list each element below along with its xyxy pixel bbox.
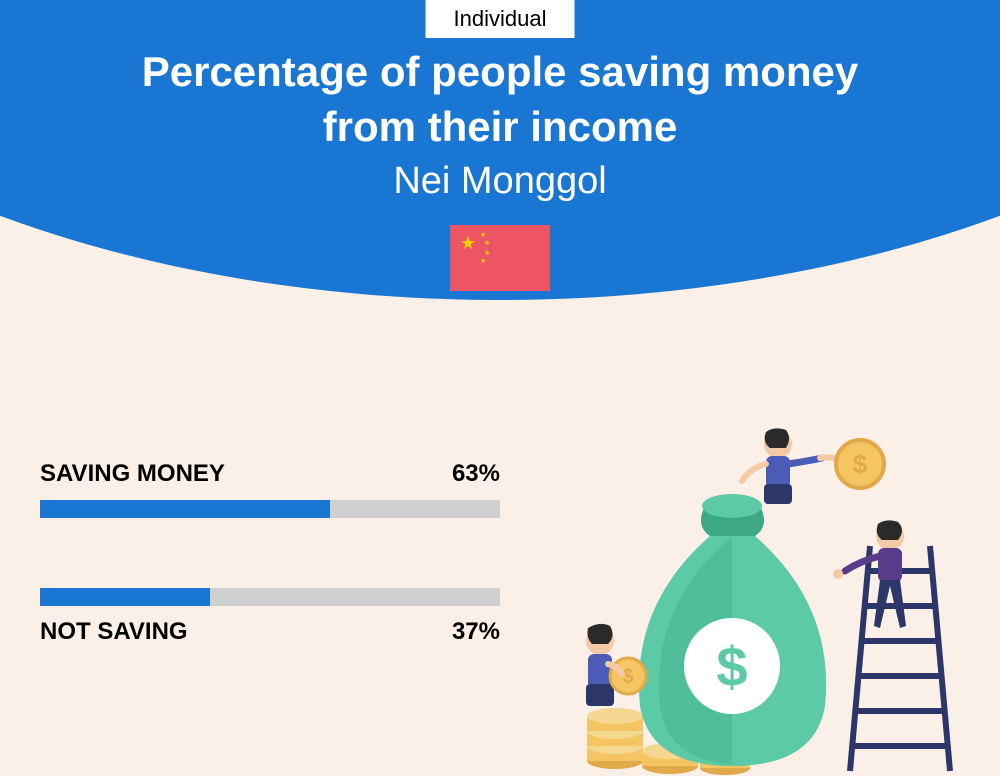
flag-star-small-icon: ★ — [480, 231, 486, 239]
bar-value: 63% — [452, 460, 500, 488]
flag-star-small-icon: ★ — [484, 249, 490, 257]
page-title: Percentage of people saving money from t… — [0, 45, 1000, 154]
title-line1: Percentage of people saving money — [142, 48, 859, 95]
bar-header: SAVING MONEY 63% — [40, 460, 500, 488]
bar-fill — [40, 500, 330, 518]
flag-icon: ★ ★ ★ ★ ★ — [450, 225, 550, 291]
bar-row: SAVING MONEY 63% — [40, 460, 500, 518]
person-top-icon: $ — [742, 428, 884, 504]
bar-track — [40, 500, 500, 518]
flag-star-small-icon: ★ — [484, 239, 490, 247]
bar-header: NOT SAVING 37% — [40, 618, 500, 646]
flag-star-small-icon: ★ — [480, 257, 486, 265]
bar-label: SAVING MONEY — [40, 460, 225, 488]
category-badge: Individual — [426, 0, 575, 38]
svg-text:$: $ — [622, 666, 633, 688]
page-subtitle: Nei Monggol — [0, 160, 1000, 203]
bar-label: NOT SAVING — [40, 618, 188, 646]
header: Individual Percentage of people saving m… — [0, 0, 1000, 330]
money-bag-icon: $ — [639, 494, 826, 766]
svg-text:$: $ — [853, 449, 868, 479]
bar-track — [40, 588, 500, 606]
bar-value: 37% — [452, 618, 500, 646]
bars-section: SAVING MONEY 63% NOT SAVING 37% — [40, 460, 500, 716]
savings-illustration: $ $ $ — [560, 406, 980, 776]
person-sitting-icon: $ — [586, 624, 646, 706]
bar-row: NOT SAVING 37% — [40, 588, 500, 646]
bar-fill — [40, 588, 210, 606]
flag-star-icon: ★ — [460, 233, 476, 254]
title-line2: from their income — [323, 103, 678, 150]
svg-text:$: $ — [716, 635, 747, 698]
